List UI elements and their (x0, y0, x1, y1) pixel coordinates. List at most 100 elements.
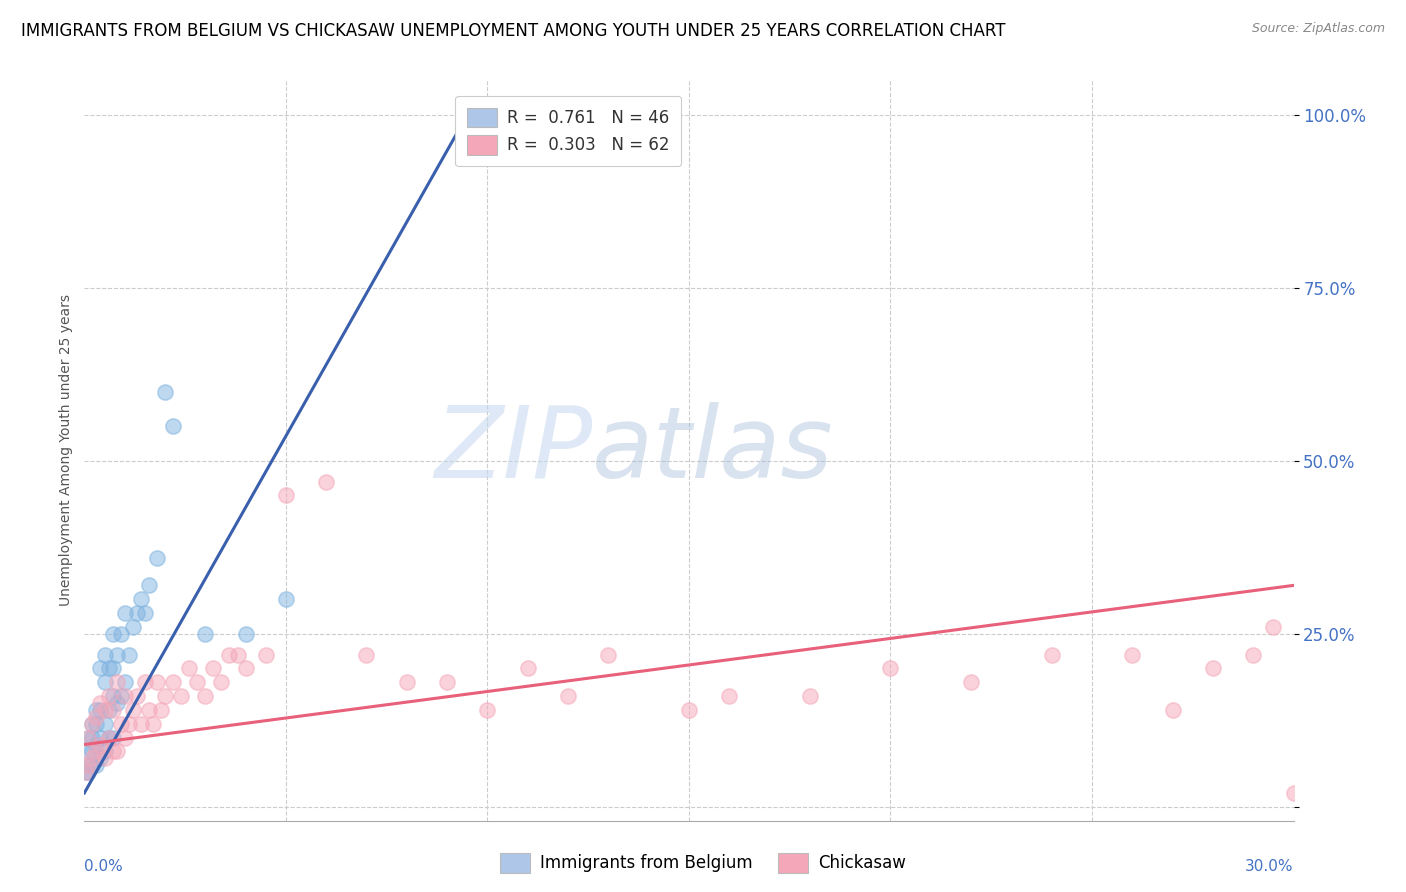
Point (1263, 620, 1285, 634)
Point (118, 648, 141, 662)
Point (146, 550, 169, 565)
Point (134, 606, 156, 620)
Point (82, 744, 104, 758)
Point (89, 731, 111, 745)
Point (598, 648, 620, 662)
Point (93, 744, 115, 758)
Point (218, 648, 240, 662)
Point (86, 703, 108, 717)
Point (97, 731, 120, 745)
Point (209, 675, 232, 690)
Point (93, 648, 115, 662)
Point (79, 758, 101, 772)
Point (395, 675, 418, 690)
Point (194, 627, 217, 641)
Point (97, 661, 120, 675)
Point (1040, 648, 1063, 662)
Point (89, 751, 111, 765)
Point (97, 689, 120, 703)
Point (101, 661, 124, 675)
Point (105, 744, 128, 758)
Point (121, 703, 143, 717)
Point (77, 731, 100, 745)
Point (110, 689, 132, 703)
Point (97, 703, 120, 717)
Text: 30.0%: 30.0% (1246, 859, 1294, 873)
Point (110, 716, 132, 731)
Point (114, 606, 136, 620)
Point (879, 661, 901, 675)
Point (235, 661, 257, 675)
Point (77, 744, 100, 758)
Point (125, 606, 148, 620)
Legend: R =  0.761   N = 46, R =  0.303   N = 62: R = 0.761 N = 46, R = 0.303 N = 62 (456, 96, 682, 166)
Point (138, 578, 160, 592)
Point (114, 689, 136, 703)
Point (235, 627, 257, 641)
Point (82, 716, 104, 731)
Point (149, 703, 172, 717)
Text: 0.0%: 0.0% (84, 859, 124, 873)
Point (678, 703, 700, 717)
Point (138, 703, 160, 717)
Point (105, 675, 128, 690)
Point (86, 738, 108, 752)
Point (134, 675, 156, 690)
Point (86, 744, 108, 758)
Point (202, 661, 225, 675)
Point (170, 689, 193, 703)
Point (77, 731, 100, 745)
Point (1202, 661, 1225, 675)
Point (101, 689, 124, 703)
Point (82, 758, 104, 772)
Point (799, 689, 821, 703)
Point (121, 620, 143, 634)
Point (114, 675, 136, 690)
Text: IMMIGRANTS FROM BELGIUM VS CHICKASAW UNEMPLOYMENT AMONG YOUTH UNDER 25 YEARS COR: IMMIGRANTS FROM BELGIUM VS CHICKASAW UNE… (21, 22, 1005, 40)
Point (89, 738, 111, 752)
Text: ZIP: ZIP (434, 402, 592, 499)
Text: atlas: atlas (592, 402, 834, 499)
Point (86, 710, 108, 724)
Point (86, 716, 108, 731)
Point (93, 675, 115, 690)
Point (125, 689, 148, 703)
Point (146, 675, 169, 690)
Point (93, 703, 115, 717)
Point (86, 758, 108, 772)
Point (274, 592, 297, 607)
Point (960, 675, 983, 690)
Point (1241, 648, 1264, 662)
Point (162, 419, 184, 434)
Point (105, 696, 128, 710)
Point (194, 689, 217, 703)
Point (315, 475, 337, 489)
Point (118, 716, 141, 731)
Point (274, 488, 297, 502)
Point (436, 675, 458, 690)
Point (93, 716, 115, 731)
Point (110, 627, 132, 641)
Point (101, 627, 124, 641)
Text: Source: ZipAtlas.com: Source: ZipAtlas.com (1251, 22, 1385, 36)
Point (82, 751, 104, 765)
Point (75, 765, 97, 780)
Point (114, 731, 136, 745)
Point (1282, 786, 1305, 800)
Point (129, 716, 152, 731)
Point (477, 703, 499, 717)
Point (179, 661, 201, 675)
Point (105, 648, 128, 662)
Point (93, 751, 115, 765)
Point (142, 716, 165, 731)
Point (1161, 703, 1184, 717)
Point (718, 689, 741, 703)
Point (82, 716, 104, 731)
Point (226, 648, 249, 662)
Point (516, 661, 538, 675)
Point (356, 648, 378, 662)
Point (89, 661, 111, 675)
Point (97, 731, 120, 745)
Point (254, 648, 277, 662)
Legend: Immigrants from Belgium, Chickasaw: Immigrants from Belgium, Chickasaw (494, 847, 912, 880)
